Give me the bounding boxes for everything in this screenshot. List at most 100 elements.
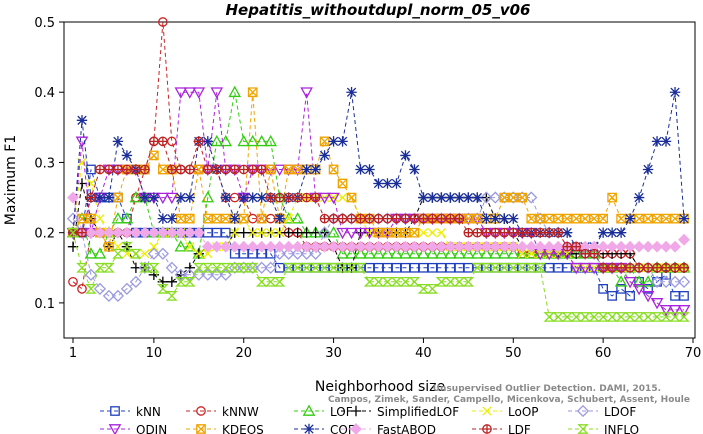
ldof-point — [93, 282, 107, 295]
ldf-point — [463, 227, 474, 238]
inflo-point — [130, 248, 142, 259]
cof-point — [615, 227, 627, 238]
ldf-point — [319, 213, 330, 224]
inflo-point — [237, 262, 250, 273]
cof-point — [597, 227, 609, 238]
fastabod-point — [669, 240, 681, 253]
ldf-point — [346, 213, 357, 224]
cof-point — [121, 150, 133, 161]
loop-point — [203, 249, 213, 259]
fastabod-point — [147, 226, 160, 239]
legend-item-knnw: kNNW — [186, 405, 259, 419]
ldf-point — [409, 213, 420, 224]
knn-point — [643, 283, 653, 294]
y-tick-label: 0.3 — [34, 156, 55, 171]
ldf-point — [158, 136, 168, 147]
fastabod-point — [633, 240, 645, 253]
fastabod-point — [246, 240, 259, 253]
odin-point — [318, 192, 331, 205]
fastabod-point — [615, 240, 628, 253]
cof-point — [669, 87, 681, 98]
odin-point — [632, 283, 646, 296]
inflo-point — [624, 312, 636, 322]
ldf-point — [131, 164, 141, 175]
cof-point — [256, 192, 267, 203]
ldof-point — [480, 191, 493, 204]
ldof-point — [273, 247, 286, 260]
ldf-point — [166, 164, 177, 175]
cof-point — [328, 136, 339, 147]
ldf-point — [400, 213, 411, 224]
series-inflo — [67, 227, 690, 322]
odin-point — [156, 192, 170, 205]
y-axis-label: Maximum F1 — [3, 135, 19, 225]
lof-point — [408, 247, 421, 259]
ldof-point — [534, 212, 547, 225]
cof-point — [139, 192, 151, 203]
inflo-point — [534, 262, 547, 273]
x-tick-label: 60 — [595, 346, 612, 361]
cof-point — [418, 192, 429, 203]
cof-point — [427, 192, 438, 203]
loop-point — [266, 228, 276, 238]
ldf-point — [544, 227, 555, 238]
knn-point — [679, 291, 689, 301]
fastabod-point — [444, 240, 457, 253]
kdeos-point — [86, 213, 96, 224]
ldf-point — [643, 262, 653, 273]
odin-point — [677, 305, 691, 317]
fastabod-point — [273, 240, 286, 253]
legend-item-simplifiedlof: SimplifiedLOF — [341, 405, 459, 419]
y-tick-label: 0.5 — [34, 16, 55, 31]
loop-point — [517, 249, 527, 259]
odin-point — [587, 262, 601, 275]
ldf-point — [526, 227, 537, 238]
inflo-point — [121, 241, 133, 252]
ldof-point — [66, 212, 80, 225]
odin-point — [623, 276, 637, 289]
inflo-point — [471, 262, 484, 273]
ldf-point — [481, 227, 492, 238]
cof-point — [364, 164, 375, 175]
inflo-point — [300, 262, 313, 273]
cof-point — [229, 213, 240, 224]
axis-layer: 1 10 20 30 40 50 60 70 0.1 0.2 0.3 0.4 0.5 — [34, 16, 701, 361]
loop-point — [149, 242, 159, 252]
fastabod-point — [417, 240, 430, 253]
ldf-point — [211, 164, 222, 175]
ldof-point — [201, 268, 214, 281]
inflo-point — [309, 262, 322, 273]
lof-point — [345, 247, 358, 259]
fastabod-point — [210, 240, 223, 253]
odin-point — [668, 305, 682, 317]
cof-point — [112, 136, 124, 147]
ldof-point — [120, 282, 134, 295]
chart-title: Hepatitis_withoutdupl_norm_05_v06 — [226, 1, 531, 19]
lof-point — [354, 247, 367, 259]
ldf-point — [247, 164, 258, 175]
ldof-point — [300, 247, 313, 260]
ldf-point — [328, 213, 339, 224]
legend-label-loop: LoOP — [508, 405, 539, 419]
cof-point — [436, 192, 447, 203]
lof-point — [435, 247, 448, 259]
inflo-point — [157, 283, 169, 294]
inflo-point — [273, 276, 286, 287]
kdeos-point — [607, 192, 617, 203]
inflo-point — [606, 312, 618, 322]
fastabod-point — [678, 233, 690, 246]
inflo-point — [291, 262, 304, 273]
loop-point — [86, 178, 96, 189]
ldof-point — [507, 191, 520, 204]
loop-point — [553, 249, 563, 259]
fastabod-point — [336, 240, 349, 253]
fastabod-point — [345, 240, 358, 253]
cof-point — [166, 213, 178, 224]
odin-point — [345, 227, 358, 240]
ldf-point — [499, 227, 510, 238]
fastabod-point — [390, 240, 403, 253]
fastabod-point — [498, 240, 511, 253]
ldf-point — [625, 262, 635, 273]
fastabod-point — [363, 240, 376, 253]
legend-item-ldf: LDF — [472, 423, 531, 434]
